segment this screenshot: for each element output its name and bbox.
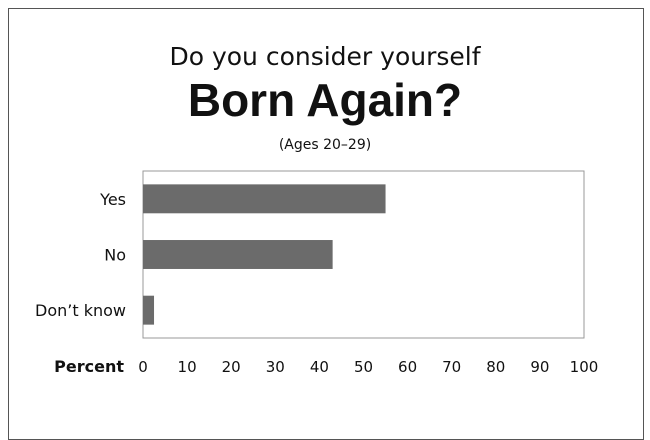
x-tick-label-3: 30: [266, 358, 285, 376]
x-tick-label-4: 40: [310, 358, 329, 376]
category-label-1: No: [104, 246, 126, 265]
x-tick-label-6: 60: [398, 358, 417, 376]
category-label-2: Don’t know: [35, 301, 126, 320]
category-label-0: Yes: [99, 190, 126, 209]
bar-0: [143, 184, 386, 214]
chart-title-line1: Do you consider yourself: [169, 42, 481, 71]
x-tick-label-10: 100: [570, 358, 599, 376]
x-tick-label-8: 80: [486, 358, 505, 376]
chart-subtitle: (Ages 20–29): [278, 137, 372, 153]
bar-2: [143, 295, 155, 325]
x-tick-label-9: 90: [530, 358, 549, 376]
chart-title-line2: Born Again?: [187, 74, 463, 126]
x-tick-label-1: 10: [178, 358, 197, 376]
x-tick-label-7: 70: [442, 358, 461, 376]
bar-1: [143, 240, 333, 269]
x-tick-label-5: 50: [354, 358, 373, 376]
x-tick-label-0: 0: [138, 358, 148, 376]
x-axis-label: Percent: [54, 357, 124, 376]
x-tick-label-2: 20: [222, 358, 241, 376]
